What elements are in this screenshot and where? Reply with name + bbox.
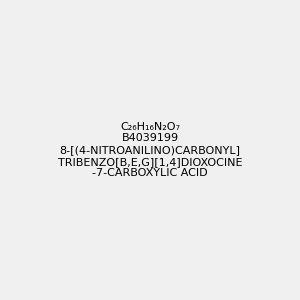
Text: C₂₆H₁₆N₂O₇
B4039199
8-[(4-NITROANILINO)CARBONYL]
TRIBENZO[B,E,G][1,4]DIOXOCINE
-: C₂₆H₁₆N₂O₇ B4039199 8-[(4-NITROANILINO)C…: [58, 122, 242, 178]
